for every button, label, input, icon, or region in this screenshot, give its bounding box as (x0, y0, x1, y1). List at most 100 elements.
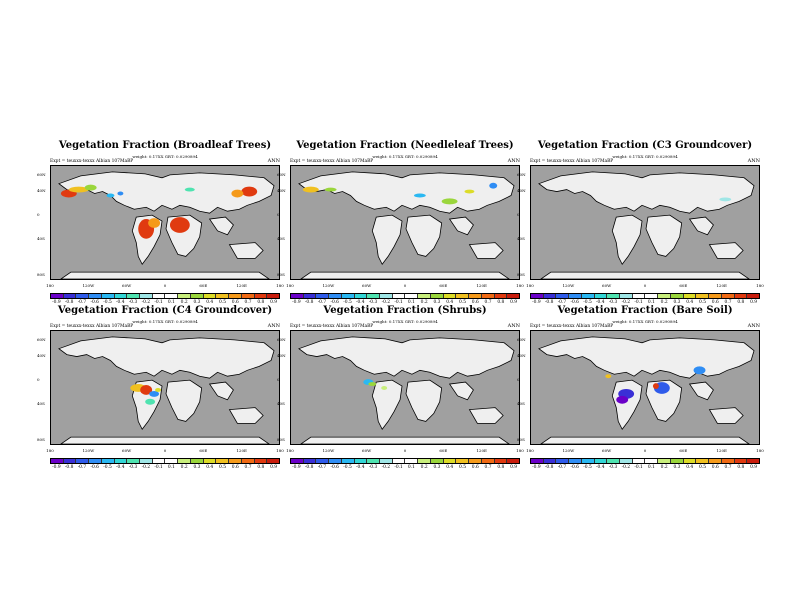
colorbar-swatch (417, 459, 430, 463)
colorbar-tick-label: -0.3 (128, 300, 138, 305)
colorbar-swatch (126, 294, 140, 298)
colorbar-tick-label: -0.5 (343, 300, 352, 305)
colorbar-tick-label: 0.8 (497, 465, 505, 470)
colorbar-tick-label: -0.1 (154, 300, 163, 305)
longitude-label: 120E (716, 283, 727, 288)
colorbar-tick-label: -0.5 (583, 300, 592, 305)
longitude-label: 180 (526, 283, 534, 288)
panel-title: Vegetation Fraction (C3 Groundcover) (537, 140, 753, 151)
colorbar-tick-label: 0.7 (484, 300, 492, 305)
colorbar-swatch (708, 294, 721, 298)
landmass (468, 242, 504, 259)
colorbar-swatch (442, 294, 456, 298)
colorbar-tick-label: 0.8 (737, 465, 745, 470)
colorbar-swatch (164, 294, 178, 298)
colorbar (50, 293, 280, 299)
colorbar-tick-label: 0.3 (673, 300, 681, 305)
colorbar-swatch (113, 459, 127, 463)
anomaly-patch (231, 189, 244, 198)
colorbar-swatch (228, 294, 241, 298)
longitude-label: 0 (163, 448, 167, 453)
colorbar-swatch (100, 459, 114, 463)
longitude-label: 60W (362, 448, 372, 453)
latitude-label: 40S (517, 401, 525, 406)
colorbar-tick-label: 0.5 (219, 300, 226, 305)
colorbar-swatch (240, 294, 254, 298)
colorbar-swatch (266, 459, 279, 463)
landmass (208, 216, 234, 236)
longitude-label: 0 (403, 283, 407, 288)
latitude-label: 80S (517, 272, 525, 277)
experiment-label: Expt = teuxxx-texxx Albian 107MaBP (50, 159, 134, 164)
map-panel-shrubs: Vegetation Fraction (Shrubs) weight: 0.17… (277, 305, 524, 480)
latitude-label: 80S (277, 272, 285, 277)
landmass (165, 379, 203, 422)
landmass (298, 171, 515, 214)
landmass (300, 436, 510, 444)
colorbar-tick-label: 0.5 (699, 465, 706, 470)
colorbar-swatch (455, 294, 469, 298)
colorbar-swatch (379, 294, 392, 298)
colorbar-swatch (669, 294, 683, 298)
landmass (228, 407, 264, 424)
map-area (50, 165, 280, 280)
colorbar-tick-label: 0.1 (407, 300, 415, 305)
colorbar-swatch (379, 459, 392, 463)
landmass (688, 381, 714, 401)
colorbar-tick-label: -0.3 (368, 465, 378, 470)
colorbar-tick-label: -0.8 (304, 465, 314, 470)
colorbar-swatch (151, 294, 165, 298)
latitude-label: 80S (277, 437, 285, 442)
anomaly-patch (155, 387, 162, 392)
colorbar-swatch (733, 459, 747, 463)
season-label: ANN (747, 158, 760, 164)
latitude-label: 40S (277, 236, 285, 241)
longitude-label: 120W (562, 448, 575, 453)
colorbar-tick-label: -0.8 (544, 300, 554, 305)
colorbar-tick-label: 0.5 (459, 465, 466, 470)
colorbar-swatch (695, 459, 709, 463)
colorbar-tick-label: -0.8 (304, 300, 314, 305)
latitude-label: 60N (277, 337, 286, 342)
colorbar-swatch (746, 459, 759, 463)
colorbar-swatch (606, 459, 620, 463)
landmass (60, 271, 270, 279)
landmass (208, 381, 234, 401)
colorbar-tick-label: 0.4 (686, 465, 694, 470)
experiment-label: Expt = teuxxx-texxx Albian 107MaBP (290, 159, 374, 164)
colorbar-swatch (631, 459, 645, 463)
latitude-label: 0 (277, 377, 280, 382)
colorbar-tick-label: -0.4 (596, 465, 605, 470)
colorbar-tick-label: -0.9 (292, 465, 301, 470)
colorbar-tick-label: 0.9 (270, 300, 278, 305)
colorbar-tick-label: -0.3 (128, 465, 138, 470)
colorbar-tick-label: 0.4 (206, 465, 214, 470)
anomaly-patch (719, 197, 732, 202)
anomaly-patch (413, 193, 426, 198)
colorbar-tick-label: 0.9 (750, 300, 758, 305)
colorbar-tick-label: -0.6 (330, 465, 339, 470)
colorbar-swatch (340, 294, 354, 298)
colorbar-swatch (302, 459, 316, 463)
longitude-label: 180 (276, 283, 284, 288)
panel-title: Vegetation Fraction (Bare Soil) (557, 305, 733, 316)
colorbar-tick-label: 0.7 (244, 300, 252, 305)
landmass (468, 407, 504, 424)
season-label: ANN (267, 323, 280, 329)
map-panel-broadleaf: Vegetation Fraction (Broadleaf Trees) wei… (37, 140, 284, 315)
colorbar-swatch (442, 459, 456, 463)
longitude-label: 60E (199, 448, 208, 453)
colorbar-tick-label: -0.7 (557, 300, 567, 305)
colorbar-tick-label: -0.1 (154, 465, 163, 470)
colorbar-tick-label: 0.8 (737, 300, 745, 305)
colorbar-swatch (568, 459, 581, 463)
landmass (371, 379, 403, 431)
colorbar-swatch (480, 459, 494, 463)
colorbar-swatch (493, 459, 507, 463)
latitude-label: 80S (37, 437, 45, 442)
experiment-label: Expt = teuxxx-texxx Albian 107MaBP (290, 324, 374, 329)
map-area (530, 330, 760, 445)
colorbar-tick-label: -0.4 (116, 465, 125, 470)
anomaly-patch (148, 218, 161, 228)
anomaly-patch (117, 191, 124, 196)
